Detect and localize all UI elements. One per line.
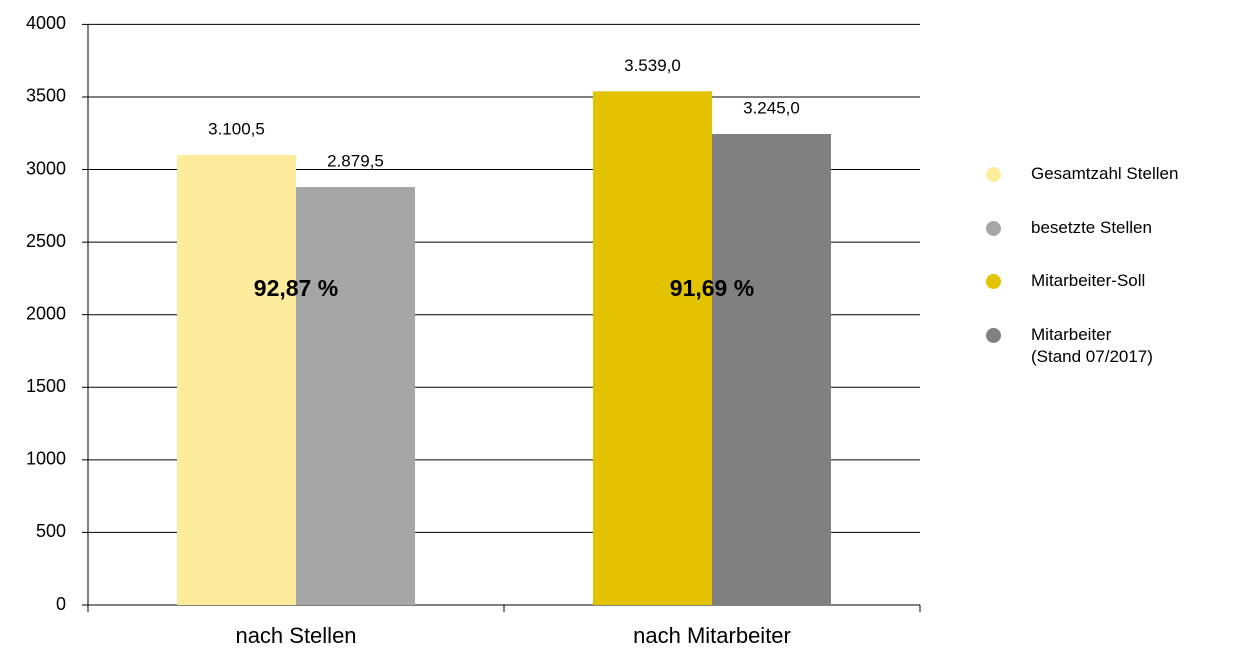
annotation: 91,69 %: [670, 275, 754, 301]
bar: [177, 154, 296, 606]
y-tick-label: 2000: [26, 303, 66, 323]
value-label: 3.100,5: [208, 119, 265, 138]
legend-entry: Gesamtzahl Stellen: [986, 164, 1179, 185]
legend-swatch: [986, 328, 1001, 343]
legend-swatch: [986, 221, 1001, 236]
y-tick-label: 2500: [26, 231, 66, 251]
legend-swatch: [986, 167, 1001, 182]
legend-label: Mitarbeiter (Stand 07/2017): [1031, 325, 1153, 366]
value-label: 3.245,0: [743, 98, 800, 117]
bar: [712, 133, 831, 605]
y-tick-label: 3500: [26, 86, 66, 106]
legend-entry: Mitarbeiter-Soll: [986, 271, 1146, 292]
legend-swatch: [986, 274, 1001, 289]
y-tick-label: 0: [56, 594, 66, 614]
x-tick-label: nach Mitarbeiter: [633, 623, 791, 648]
legend-entry: Mitarbeiter (Stand 07/2017): [986, 325, 1153, 368]
y-tick-label: 500: [36, 521, 66, 541]
x-tick-label: nach Stellen: [235, 623, 356, 648]
y-tick-label: 4000: [26, 13, 66, 33]
bar: [296, 187, 415, 605]
bar: [593, 91, 712, 605]
legend-label: Gesamtzahl Stellen: [1031, 164, 1179, 183]
legend-label: besetzte Stellen: [1031, 218, 1152, 237]
y-tick-label: 3000: [26, 158, 66, 178]
y-tick-label: 1000: [26, 449, 66, 469]
value-label: 2.879,5: [327, 152, 384, 171]
value-label: 3.539,0: [624, 56, 681, 75]
annotation: 92,87 %: [254, 275, 338, 301]
y-tick-label: 1500: [26, 376, 66, 396]
legend-label: Mitarbeiter-Soll: [1031, 271, 1146, 290]
legend-entry: besetzte Stellen: [986, 218, 1152, 239]
